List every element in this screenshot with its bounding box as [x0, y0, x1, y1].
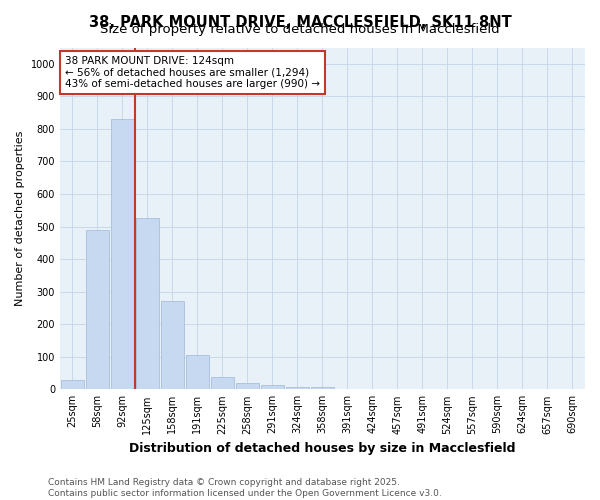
Text: Size of property relative to detached houses in Macclesfield: Size of property relative to detached ho…: [100, 22, 500, 36]
Bar: [61, 380, 83, 390]
Text: 38, PARK MOUNT DRIVE, MACCLESFIELD, SK11 8NT: 38, PARK MOUNT DRIVE, MACCLESFIELD, SK11…: [89, 15, 511, 30]
Y-axis label: Number of detached properties: Number of detached properties: [15, 130, 25, 306]
Bar: [261, 386, 284, 390]
Bar: [311, 386, 334, 390]
Text: 38 PARK MOUNT DRIVE: 124sqm
← 56% of detached houses are smaller (1,294)
43% of : 38 PARK MOUNT DRIVE: 124sqm ← 56% of det…: [65, 56, 320, 89]
Text: Contains HM Land Registry data © Crown copyright and database right 2025.
Contai: Contains HM Land Registry data © Crown c…: [48, 478, 442, 498]
Bar: [86, 230, 109, 390]
Bar: [186, 355, 209, 390]
Bar: [236, 384, 259, 390]
Bar: [111, 119, 134, 390]
X-axis label: Distribution of detached houses by size in Macclesfield: Distribution of detached houses by size …: [129, 442, 516, 455]
Bar: [211, 377, 233, 390]
Bar: [286, 386, 309, 390]
Bar: [161, 302, 184, 390]
Bar: [136, 218, 158, 390]
